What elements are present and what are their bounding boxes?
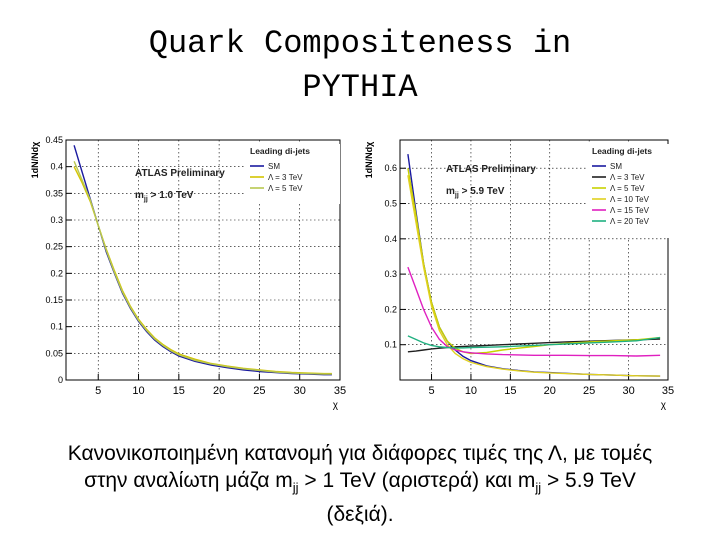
legend-label: Λ = 20 TeV: [610, 217, 650, 226]
x-tick-label: 15: [504, 385, 516, 397]
cut-label-value: > 5.9 TeV: [459, 186, 505, 197]
x-tick-label: 20: [213, 385, 225, 397]
y-tick-label: 0.35: [45, 188, 63, 198]
cut-label-m: m: [135, 190, 144, 201]
x-tick-label: 15: [173, 385, 185, 397]
legend-label: Λ = 3 TeV: [610, 173, 645, 182]
x-tick-label: 35: [334, 385, 346, 397]
series-line: [407, 175, 661, 377]
series-line: [407, 266, 661, 357]
slide-title: Quark Compositeness in PYTHIA: [0, 22, 720, 110]
y-axis-label: 1dN/Ndχ: [364, 141, 374, 179]
legend-label: Λ = 5 TeV: [268, 184, 303, 193]
cut-label-sub: jj: [143, 196, 148, 203]
y-tick-label: 0.6: [384, 163, 397, 173]
legend-box: [586, 144, 670, 238]
x-tick-label: 25: [253, 385, 265, 397]
y-tick-label: 0.25: [45, 242, 63, 252]
y-tick-label: 0.1: [50, 322, 63, 332]
y-tick-label: 0.4: [384, 234, 397, 244]
left-chart-svg: 5 10 15 20 25 30 35 0 0.05 0.1 0.15 0.2 0.25 0.3 0.35 0…: [30, 135, 346, 411]
x-tick-label: 5: [428, 385, 434, 397]
y-tick-label: 0.05: [45, 348, 63, 358]
y-tick-label: 0.15: [45, 295, 63, 305]
x-tick-label: 25: [583, 385, 595, 397]
legend-label: Λ = 3 TeV: [268, 173, 303, 182]
legend-label: SM: [268, 162, 280, 171]
legend-label: Λ = 5 TeV: [610, 184, 645, 193]
y-tick-label: 0: [58, 375, 63, 385]
legend-label: Λ = 10 TeV: [610, 195, 650, 204]
legend-label: SM: [610, 162, 622, 171]
y-tick-label: 0.2: [50, 268, 63, 278]
x-tick-label: 30: [622, 385, 634, 397]
x-tick-label: 10: [132, 385, 144, 397]
cut-label: mjj > 1.0 TeV: [135, 190, 194, 203]
title-line-1: Quark Compositeness in: [148, 25, 572, 62]
x-tick-label: 20: [544, 385, 556, 397]
caption-line-2-a: στην αναλίωτη μάζα m: [84, 469, 293, 492]
caption-line-3: (δεξιά).: [326, 503, 394, 527]
legend-title: Leading di-jets: [592, 146, 652, 156]
series-line: [407, 335, 661, 349]
y-tick-label: 0.2: [384, 304, 397, 314]
legend-box: [244, 144, 340, 204]
x-tick-label: 10: [465, 385, 477, 397]
x-tick-label: 30: [294, 385, 306, 397]
caption-line-2-c: > 5.9 TeV: [541, 469, 636, 492]
caption-line-2: στην αναλίωτη μάζα mjj > 1 TeV (αριστερά…: [0, 467, 720, 501]
y-tick-label: 0.3: [50, 215, 63, 225]
title-line-2: PYTHIA: [302, 69, 418, 106]
y-axis-label: 1dN/Ndχ: [30, 141, 40, 179]
y-tick-label: 0.45: [45, 135, 63, 145]
right-chart-svg: 5 10 15 20 25 30 35 0.1 0.2 0.3 0.4 0.5 0.6 χ 1dN/Ndχ A…: [364, 139, 674, 411]
caption: Κανονικοποιημένη κατανομή για διάφορες τ…: [0, 440, 720, 528]
cut-label-m: m: [446, 186, 455, 197]
caption-line-1: Κανονικοποιημένη κατανομή για διάφορες τ…: [67, 442, 653, 465]
cut-label-sub: jj: [454, 192, 459, 199]
series-line: [73, 161, 332, 375]
cut-label-value: > 1.0 TeV: [148, 190, 194, 201]
x-axis-label: χ: [661, 400, 667, 410]
left-plot: 5 10 15 20 25 30 35 0 0.05 0.1 0.15 0.2 0.25 0.3 0.35 0…: [28, 130, 350, 411]
y-tick-label: 0.5: [384, 199, 397, 209]
x-axis-label: χ: [333, 400, 339, 410]
legend-label: Λ = 15 TeV: [610, 206, 650, 215]
x-tick-label: 35: [662, 385, 674, 397]
caption-subscript-2: jj: [535, 480, 542, 496]
atlas-label: ATLAS Preliminary: [446, 164, 536, 175]
caption-subscript-1: jj: [292, 480, 299, 496]
atlas-label: ATLAS Preliminary: [135, 168, 225, 179]
x-tick-label: 5: [95, 385, 101, 397]
y-tick-label: 0.3: [384, 269, 397, 279]
y-tick-label: 0.1: [384, 340, 397, 350]
cut-label: mjj > 5.9 TeV: [446, 186, 505, 199]
y-tick-label: 0.4: [50, 162, 63, 172]
caption-line-2-b: > 1 TeV (αριστερά) και m: [298, 469, 536, 492]
right-plot: 5 10 15 20 25 30 35 0.1 0.2 0.3 0.4 0.5 0.6 χ 1dN/Ndχ A…: [360, 130, 680, 411]
legend-title: Leading di-jets: [250, 146, 310, 156]
